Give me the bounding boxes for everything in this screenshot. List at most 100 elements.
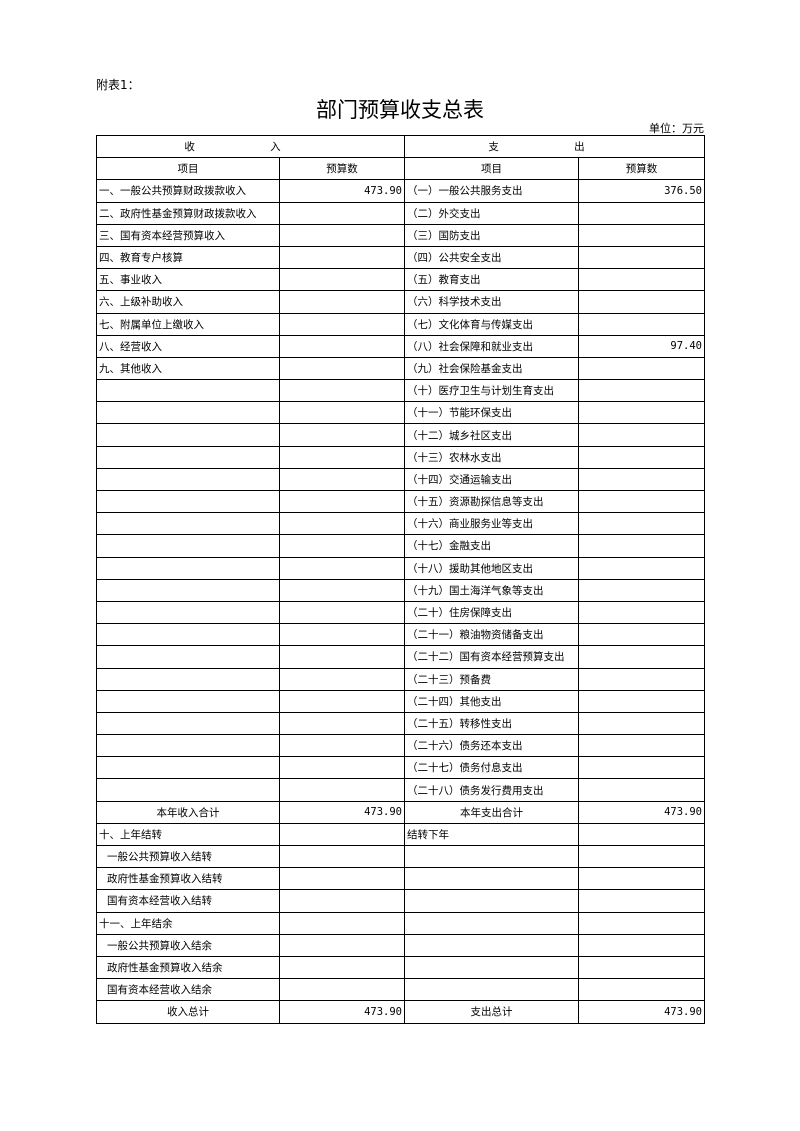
item-cell: 结转下年 xyxy=(404,822,579,847)
budget-cell xyxy=(279,933,405,957)
item-cell xyxy=(96,423,280,447)
item-cell xyxy=(96,734,280,758)
table-row: 三、国有资本经营预算收入 （三）国防支出 xyxy=(96,223,705,247)
budget-cell xyxy=(578,822,705,847)
table-row: 收入总计 473.90 支出总计 473.90 xyxy=(96,1000,705,1024)
item-cell: 十一、上年结余 xyxy=(96,911,280,935)
item-cell: 政府性基金预算收入结余 xyxy=(96,955,280,980)
budget-cell xyxy=(279,778,405,802)
item-cell xyxy=(96,756,280,780)
unit: 单位：万元 xyxy=(649,122,704,135)
table-row: 政府性基金预算收入结余 xyxy=(96,955,705,980)
budget-cell xyxy=(578,423,705,447)
table-row: 十、上年结转 结转下年 xyxy=(96,822,705,847)
budget-cell xyxy=(578,734,705,758)
table-row: （十六）商业服务业等支出 xyxy=(96,512,705,536)
budget-cell xyxy=(578,600,705,625)
item-cell: （十三）农林水支出 xyxy=(404,445,579,469)
item-cell: （十九）国土海洋气象等支出 xyxy=(404,578,579,602)
item-cell: （二十）住房保障支出 xyxy=(404,600,579,625)
item-cell: 国有资本经营收入结转 xyxy=(96,889,280,913)
item-cell: （二十六）债务还本支出 xyxy=(404,734,579,758)
table-row: 十一、上年结余 xyxy=(96,911,705,935)
budget-cell xyxy=(578,290,705,314)
item-cell xyxy=(404,955,579,980)
budget-cell xyxy=(279,223,405,247)
item-cell: （五）教育支出 xyxy=(404,268,579,292)
table-row: （十一）节能环保支出 xyxy=(96,401,705,425)
budget-cell xyxy=(578,312,705,336)
table-row: （二十六）债务还本支出 xyxy=(96,734,705,758)
item-cell: （十八）援助其他地区支出 xyxy=(404,556,579,580)
item-cell xyxy=(96,689,280,713)
table-row: 九、其他收入 （九）社会保险基金支出 xyxy=(96,356,705,381)
table-row: 一般公共预算收入结转 xyxy=(96,844,705,869)
item-cell: 本年收入合计 xyxy=(96,800,280,824)
table-row: （十二）城乡社区支出 xyxy=(96,423,705,447)
budget-cell xyxy=(279,889,405,913)
budget-cell xyxy=(578,933,705,957)
item-cell xyxy=(96,578,280,602)
item-cell: 国有资本经营收入结余 xyxy=(96,978,280,1002)
item-cell xyxy=(96,534,280,558)
budget-cell xyxy=(578,534,705,558)
budget-cell xyxy=(279,334,405,358)
table-row: （二十五）转移性支出 xyxy=(96,711,705,736)
item-cell xyxy=(96,379,280,403)
budget-cell xyxy=(279,600,405,625)
note: 附表1： xyxy=(96,78,140,92)
item-cell: （十四）交通运输支出 xyxy=(404,467,579,492)
budget-cell: 473.90 xyxy=(578,800,705,824)
item-cell xyxy=(404,889,579,913)
table-row: （十四）交通运输支出 xyxy=(96,467,705,492)
budget-cell xyxy=(578,512,705,536)
item-cell xyxy=(404,911,579,935)
item-cell: （十五）资源勘探信息等支出 xyxy=(404,489,579,514)
table-row: 五、事业收入 （五）教育支出 xyxy=(96,268,705,292)
budget-cell xyxy=(578,268,705,292)
budget-cell xyxy=(578,556,705,580)
budget-cell xyxy=(279,534,405,558)
item-cell: （十七）金融支出 xyxy=(404,534,579,558)
group-header: 支 出 xyxy=(404,134,705,159)
column-header-row: 项目 预算数 项目 预算数 xyxy=(96,157,705,181)
item-cell xyxy=(96,711,280,736)
table-row: （十五）资源勘探信息等支出 xyxy=(96,489,705,514)
budget-cell xyxy=(279,312,405,336)
item-cell xyxy=(96,778,280,802)
budget-cell xyxy=(279,467,405,492)
column-header: 项目 xyxy=(96,157,280,181)
budget-cell xyxy=(578,401,705,425)
item-cell: （十）医疗卫生与计划生育支出 xyxy=(404,379,579,403)
budget-cell xyxy=(279,379,405,403)
table-row: （二十三）预备费 xyxy=(96,667,705,691)
budget-cell xyxy=(279,445,405,469)
item-cell: （二十八）债务发行费用支出 xyxy=(404,778,579,802)
table-row: （十七）金融支出 xyxy=(96,534,705,558)
budget-cell xyxy=(578,756,705,780)
table-row: 本年收入合计 473.90 本年支出合计 473.90 xyxy=(96,800,705,824)
budget-cell xyxy=(578,778,705,802)
table-row: 七、附属单位上缴收入 （七）文化体育与传媒支出 xyxy=(96,312,705,336)
budget-cell xyxy=(578,955,705,980)
budget-cell xyxy=(578,623,705,647)
budget-cell xyxy=(279,512,405,536)
item-cell: （二十二）国有资本经营预算支出 xyxy=(404,645,579,669)
item-cell: 一、一般公共预算财政拨款收入 xyxy=(96,179,280,203)
budget-cell xyxy=(279,290,405,314)
budget-cell xyxy=(279,978,405,1002)
budget-cell xyxy=(578,889,705,913)
table-row: （二十八）债务发行费用支出 xyxy=(96,778,705,802)
item-cell: （二十四）其他支出 xyxy=(404,689,579,713)
group-header-row: 收 入 支 出 xyxy=(96,134,705,159)
item-cell: （二十七）债务付息支出 xyxy=(404,756,579,780)
item-cell: 五、事业收入 xyxy=(96,268,280,292)
budget-cell xyxy=(279,822,405,847)
budget-cell xyxy=(578,578,705,602)
table-row: 政府性基金预算收入结转 xyxy=(96,867,705,891)
table-row: （二十一）粮油物资储备支出 xyxy=(96,623,705,647)
budget-cell xyxy=(578,245,705,270)
budget-cell: 473.90 xyxy=(279,800,405,824)
item-cell xyxy=(404,867,579,891)
item-cell: （三）国防支出 xyxy=(404,223,579,247)
